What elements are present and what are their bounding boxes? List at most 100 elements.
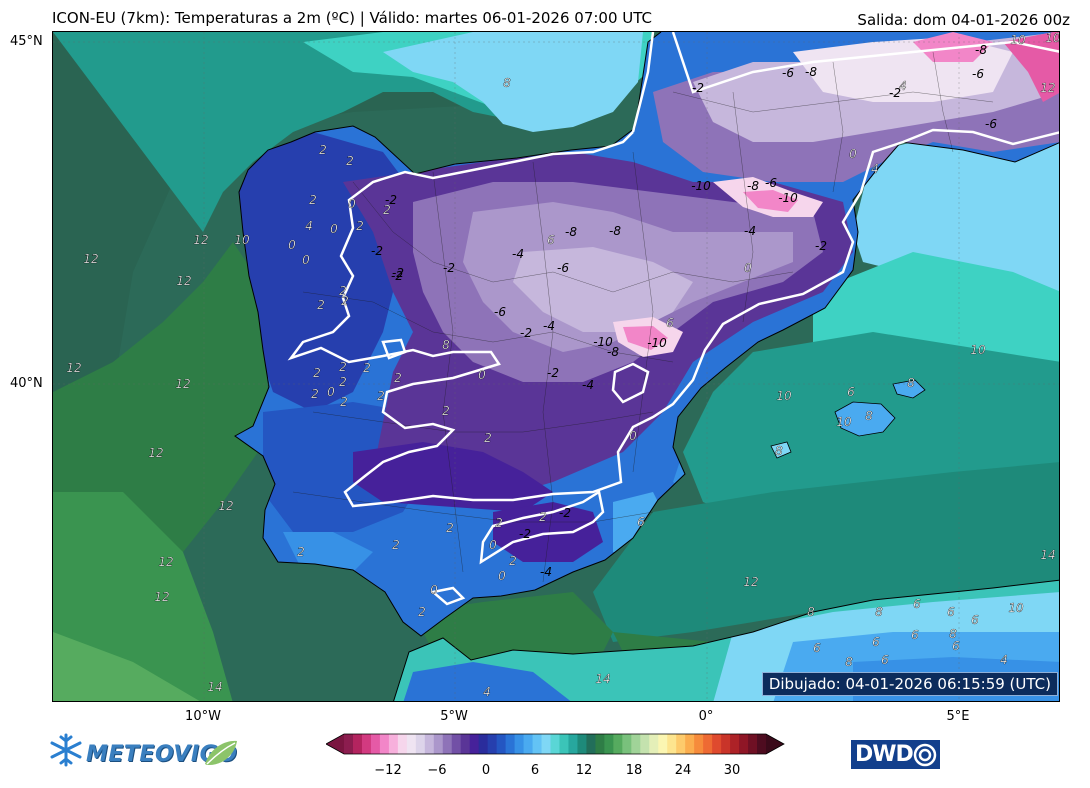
colorbar-tick: 12 <box>575 763 593 778</box>
contour-label: 2 <box>317 298 325 312</box>
contour-label: 8 <box>775 444 783 458</box>
contour-label: 4 <box>1000 653 1008 667</box>
contour-label: 2 <box>340 395 348 409</box>
colorbar-swatch <box>721 734 731 754</box>
contour-label: 12 <box>743 575 758 589</box>
contour-label: 2 <box>311 387 319 401</box>
contour-label: 12 <box>176 274 191 288</box>
colorbar-swatch <box>388 734 399 754</box>
colorbar-swatch <box>640 734 650 754</box>
colorbar-swatch <box>460 734 471 754</box>
colorbar-swatch <box>730 734 740 754</box>
contour-label: 8 <box>845 655 853 669</box>
contour-label: -6 <box>972 67 984 81</box>
colorbar-swatch <box>712 734 722 754</box>
contour-label: -4 <box>744 224 756 238</box>
colorbar-tick: 18 <box>625 763 643 778</box>
contour-label: 2 <box>442 404 450 418</box>
contour-label: 4 <box>871 162 879 176</box>
contour-label: 6 <box>813 641 821 655</box>
colorbar-swatch <box>667 734 677 754</box>
contour-label: -2 <box>559 506 571 520</box>
contour-label: -8 <box>805 65 817 79</box>
colorbar-tick: −12 <box>374 763 402 778</box>
contour-label: 12 <box>148 446 163 460</box>
lon-label-5e: 5°E <box>946 709 970 724</box>
contour-label: 0 <box>478 368 486 382</box>
contour-label: 2 <box>346 154 354 168</box>
contour-label: 0 <box>498 569 506 583</box>
colorbar-swatch <box>344 734 354 754</box>
contour-label: -8 <box>607 345 619 359</box>
contour-label: 6 <box>637 515 645 529</box>
colorbar-swatch <box>523 734 534 754</box>
contour-label: -8 <box>609 224 621 238</box>
contour-label: 8 <box>442 338 450 352</box>
contour-label: 10 <box>836 415 852 429</box>
contour-label: -2 <box>443 261 455 275</box>
colorbar-swatch <box>559 734 570 754</box>
contour-label: -2 <box>371 244 383 258</box>
contour-label: -2 <box>385 193 397 207</box>
contour-label: 4 <box>305 219 313 233</box>
contour-label: 6 <box>947 605 955 619</box>
contour-label: -2 <box>391 269 403 283</box>
colorbar-swatch <box>361 734 372 754</box>
temperature-map: 8 -2 -6 -8 -8 10 10 -6 12 -2 4 -6 0 4 -10 -8 -6 -10 -8 -8 -4… <box>52 31 1060 702</box>
colorbar-swatch <box>568 734 579 754</box>
contour-label: -2 <box>692 81 704 95</box>
contour-label: 0 <box>744 261 752 275</box>
lon-label-0: 0° <box>698 709 714 724</box>
colorbar-swatch <box>370 734 381 754</box>
colorbar-swatch <box>496 734 507 754</box>
lat-label-40n: 40°N <box>10 376 43 391</box>
leaf-icon <box>205 740 237 766</box>
contour-label: 8 <box>949 627 957 641</box>
contour-label: 4 <box>483 685 491 699</box>
contour-label: 2 <box>339 284 347 298</box>
colorbar-swatch <box>631 734 641 754</box>
contour-label: 10 <box>1008 601 1024 615</box>
contour-label: -2 <box>889 86 901 100</box>
contour-label: 2 <box>539 510 547 524</box>
contour-label: 0 <box>348 197 356 211</box>
contour-label: 10 <box>1045 32 1060 45</box>
colorbar-swatch <box>541 734 552 754</box>
colorbar-swatch <box>604 734 614 754</box>
contour-label: -10 <box>647 336 667 350</box>
colorbar-swatch <box>487 734 498 754</box>
contour-label: 6 <box>952 639 960 653</box>
contour-label: 14 <box>1040 548 1055 562</box>
colorbar-tick: 24 <box>674 763 692 778</box>
colorbar-outline <box>326 733 785 755</box>
contour-label: -6 <box>985 117 997 131</box>
contour-label: 12 <box>66 361 81 375</box>
contour-label: 12 <box>83 252 98 266</box>
contour-label: 6 <box>913 597 921 611</box>
contour-label: 14 <box>595 672 610 686</box>
contour-label: -10 <box>691 179 711 193</box>
contour-label: 10 <box>234 233 250 247</box>
contour-label: -4 <box>543 319 555 333</box>
colorbar-swatch <box>415 734 426 754</box>
lon-label-10w: 10°W <box>185 709 221 724</box>
temperature-colorbar <box>326 733 785 755</box>
contour-label: 0 <box>288 238 296 252</box>
contour-label: 2 <box>341 294 349 308</box>
contour-label: 10 <box>1010 33 1026 47</box>
colorbar-swatch <box>424 734 435 754</box>
contour-label: 0 <box>302 253 310 267</box>
dwd-swirl-icon <box>913 743 937 767</box>
colorbar-tick: 0 <box>481 763 491 778</box>
contour-label: -2 <box>547 366 559 380</box>
colorbar-tick: 6 <box>530 763 540 778</box>
run-label: Salida: dom 04-01-2026 00z <box>857 11 1070 29</box>
contour-label: 6 <box>971 613 979 627</box>
contour-label: 0 <box>629 429 637 443</box>
colorbar-swatch <box>658 734 668 754</box>
colorbar-swatch <box>676 734 686 754</box>
colorbar-swatch <box>739 734 749 754</box>
contour-label: -2 <box>392 266 404 280</box>
contour-label: 2 <box>309 193 317 207</box>
colorbar-swatch <box>478 734 489 754</box>
